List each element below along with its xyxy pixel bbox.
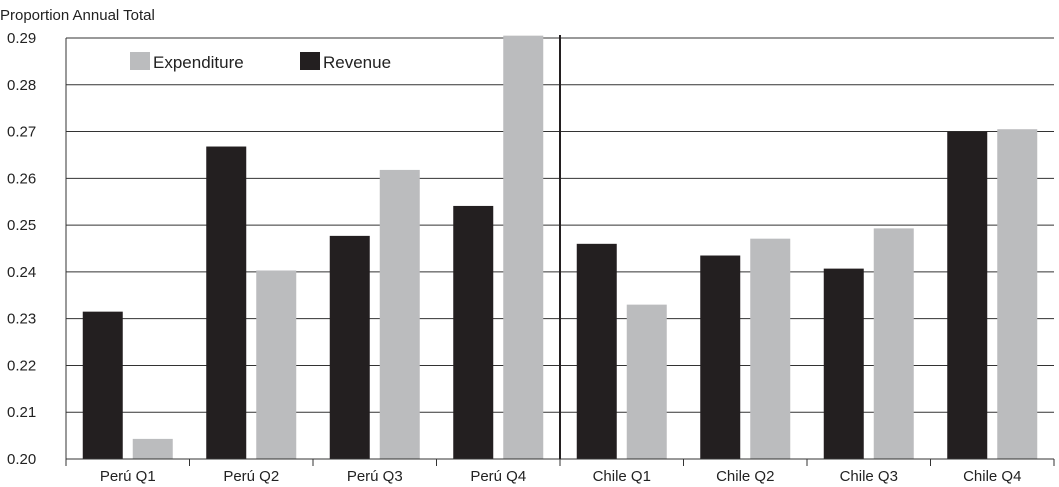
bar-revenue bbox=[823, 268, 864, 459]
bar-revenue bbox=[453, 205, 494, 459]
bar-revenue bbox=[700, 255, 741, 459]
y-tick-label: 0.29 bbox=[7, 30, 36, 47]
y-tick-label: 0.26 bbox=[7, 170, 36, 187]
bar-expenditure bbox=[626, 304, 667, 459]
bars bbox=[82, 35, 1038, 460]
bar-expenditure bbox=[132, 438, 173, 459]
bar-revenue bbox=[329, 235, 370, 459]
x-axis-ticks: Perú Q1 Perú Q2 Perú Q3 Perú Q4 Chile Q1 Chil… bbox=[100, 468, 1022, 485]
y-tick-label: 0.25 bbox=[7, 217, 36, 234]
y-tick-label: 0.27 bbox=[7, 124, 36, 141]
bar-expenditure bbox=[379, 169, 420, 459]
legend-label-revenue: Revenue bbox=[323, 53, 391, 72]
bar-expenditure bbox=[256, 270, 297, 459]
y-axis-title: Proportion Annual Total bbox=[0, 7, 155, 24]
axes bbox=[65, 35, 1055, 466]
legend-swatch-revenue bbox=[300, 52, 320, 70]
bar-revenue bbox=[947, 131, 988, 460]
x-tick-label: Perú Q2 bbox=[223, 468, 279, 485]
bar-expenditure bbox=[750, 238, 791, 459]
bar-expenditure bbox=[503, 35, 544, 460]
x-tick-label: Perú Q3 bbox=[347, 468, 403, 485]
x-tick-label: Chile Q4 bbox=[963, 468, 1021, 485]
y-tick-label: 0.21 bbox=[7, 404, 36, 421]
bar-revenue bbox=[206, 146, 247, 459]
bar-revenue bbox=[576, 243, 617, 459]
y-tick-label: 0.28 bbox=[7, 77, 36, 94]
bar-revenue bbox=[82, 311, 123, 459]
bar-expenditure bbox=[997, 129, 1038, 459]
x-tick-label: Perú Q1 bbox=[100, 468, 156, 485]
x-tick-label: Perú Q4 bbox=[470, 468, 526, 485]
legend-swatch-expenditure bbox=[130, 52, 150, 70]
x-tick-label: Chile Q2 bbox=[716, 468, 774, 485]
y-tick-label: 0.20 bbox=[7, 451, 36, 468]
y-tick-label: 0.22 bbox=[7, 357, 36, 374]
x-tick-label: Chile Q3 bbox=[840, 468, 898, 485]
y-tick-label: 0.24 bbox=[7, 264, 36, 281]
bar-expenditure bbox=[873, 228, 914, 459]
legend: Expenditure Revenue bbox=[130, 52, 391, 72]
y-axis-ticks: 0.20 0.21 0.22 0.23 0.24 0.25 0.26 0.27 0.28 0.29 bbox=[7, 30, 36, 468]
x-tick-label: Chile Q1 bbox=[593, 468, 651, 485]
y-tick-label: 0.23 bbox=[7, 311, 36, 328]
legend-label-expenditure: Expenditure bbox=[153, 53, 244, 72]
